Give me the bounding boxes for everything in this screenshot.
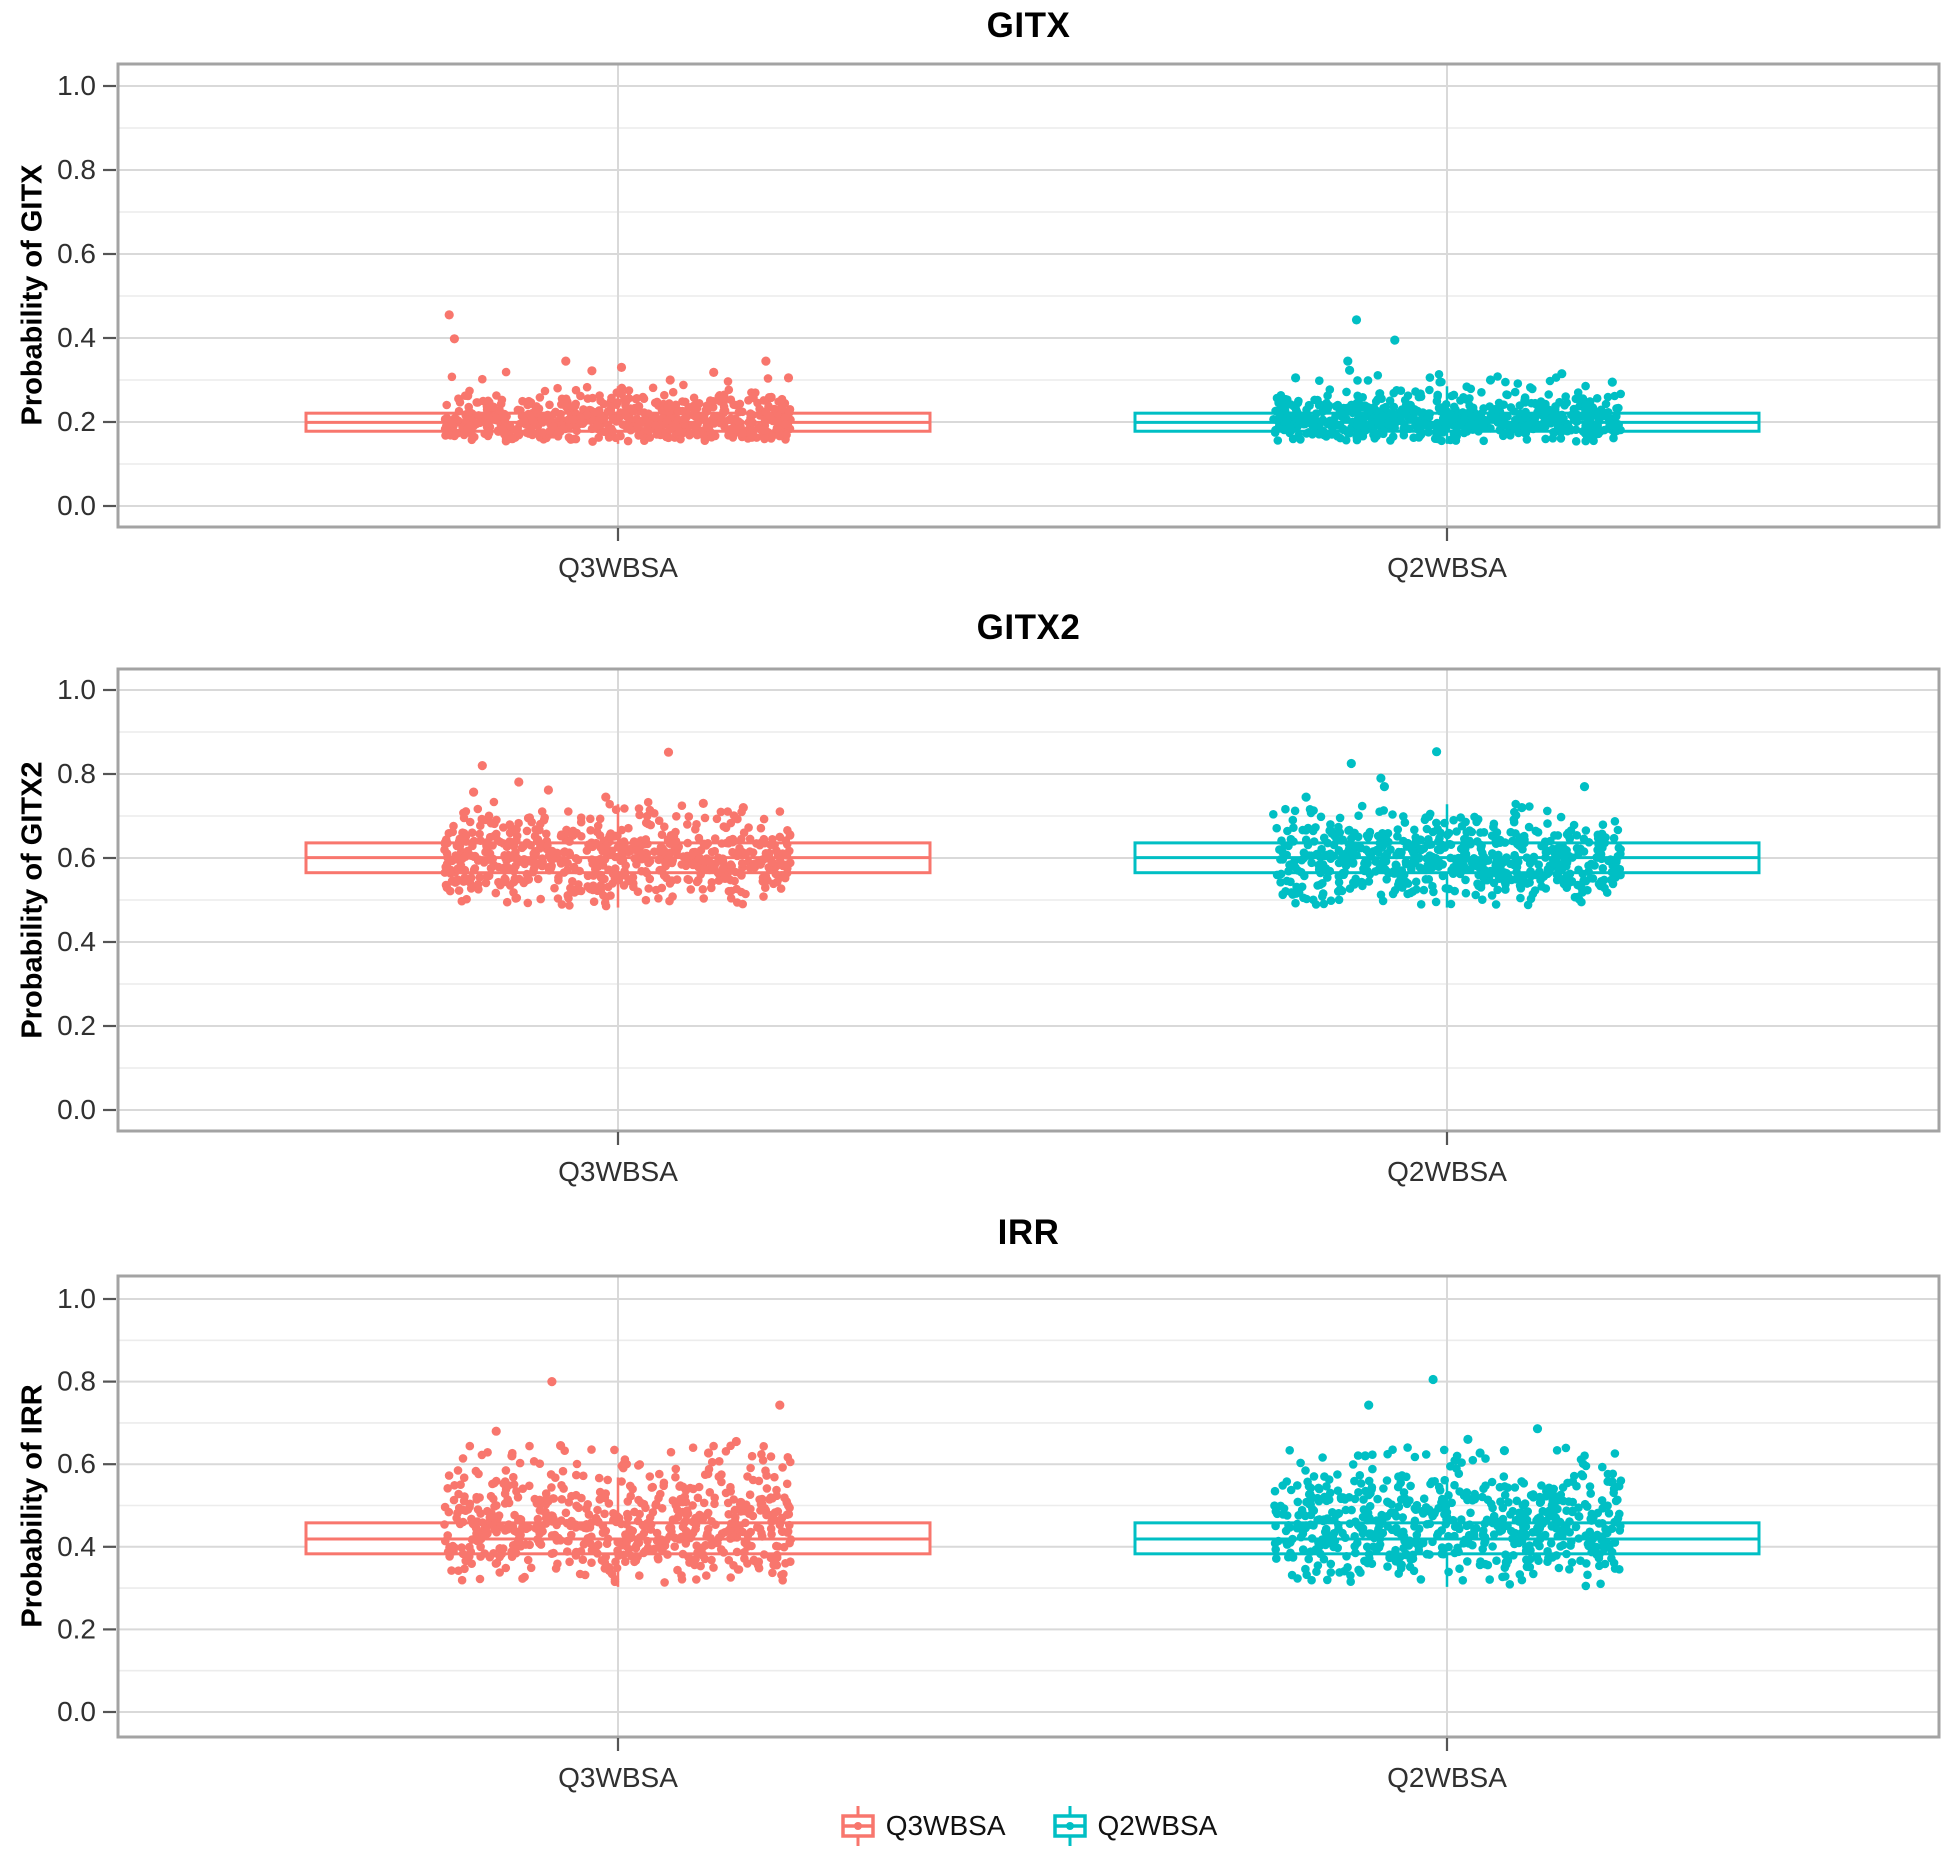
svg-text:Q3WBSA: Q3WBSA: [558, 1762, 678, 1793]
panel-title-gitx2: GITX2: [976, 608, 1081, 647]
svg-text:Q3WBSA: Q3WBSA: [558, 1156, 678, 1187]
group-q2wbsa: [1133, 315, 1761, 446]
group-q3wbsa: [304, 310, 932, 446]
svg-text:1.0: 1.0: [57, 70, 96, 101]
svg-text:1.0: 1.0: [57, 1283, 96, 1314]
legend-item-q2wbsa: Q2WBSA: [1052, 1804, 1218, 1848]
svg-text:Q2WBSA: Q2WBSA: [1387, 552, 1507, 583]
legend-label: Q2WBSA: [1097, 1810, 1218, 1841]
svg-text:0.2: 0.2: [57, 1613, 96, 1644]
svg-text:0.2: 0.2: [57, 406, 96, 437]
group-q3wbsa: [304, 1377, 932, 1587]
svg-text:0.8: 0.8: [57, 758, 96, 789]
svg-text:0.0: 0.0: [57, 1696, 96, 1727]
boxplot-key-icon: [840, 1806, 875, 1846]
legend-label: Q3WBSA: [885, 1810, 1006, 1841]
group-q2wbsa: [1133, 747, 1761, 910]
panel-gitx2: 0.0 0.2 0.4 0.6 0.8 1.0 Q3WBSA Q2WBSA: [57, 667, 1941, 1187]
svg-text:0.2: 0.2: [57, 1010, 96, 1041]
svg-text:0.6: 0.6: [57, 1448, 96, 1479]
svg-text:0.8: 0.8: [57, 1366, 96, 1397]
svg-text:Q2WBSA: Q2WBSA: [1387, 1156, 1507, 1187]
svg-text:Q2WBSA: Q2WBSA: [1387, 1762, 1507, 1793]
group-q2wbsa: [1133, 1374, 1761, 1591]
legend-item-q3wbsa: Q3WBSA: [840, 1804, 1006, 1848]
panel-gitx: 0.0 0.2 0.4 0.6 0.8 1.0 Q3WBSA Q2WBSA: [57, 62, 1941, 583]
panel-title-gitx: GITX: [986, 6, 1071, 45]
panel-title-irr: IRR: [997, 1213, 1060, 1252]
y-axis-label-irr: Probability of IRR: [16, 1384, 49, 1628]
svg-text:Q3WBSA: Q3WBSA: [558, 552, 678, 583]
panel-irr: 0.0 0.2 0.4 0.6 0.8 1.0 Q3WBSA Q2WBSA: [57, 1274, 1941, 1793]
svg-text:0.6: 0.6: [57, 842, 96, 873]
svg-text:0.6: 0.6: [57, 238, 96, 269]
boxplot-key-icon: [1052, 1806, 1087, 1846]
svg-text:0.8: 0.8: [57, 154, 96, 185]
svg-text:0.4: 0.4: [57, 1531, 96, 1562]
svg-text:0.4: 0.4: [57, 322, 96, 353]
y-axis-label-gitx: Probability of GITX: [16, 164, 49, 426]
svg-text:1.0: 1.0: [57, 674, 96, 705]
svg-text:0.0: 0.0: [57, 490, 96, 521]
legend: Q3WBSA Q2WBSA: [118, 1804, 1939, 1848]
group-q3wbsa: [304, 747, 932, 911]
svg-text:0.0: 0.0: [57, 1094, 96, 1125]
y-axis-label-gitx2: Probability of GITX2: [16, 761, 49, 1039]
svg-text:0.4: 0.4: [57, 926, 96, 957]
